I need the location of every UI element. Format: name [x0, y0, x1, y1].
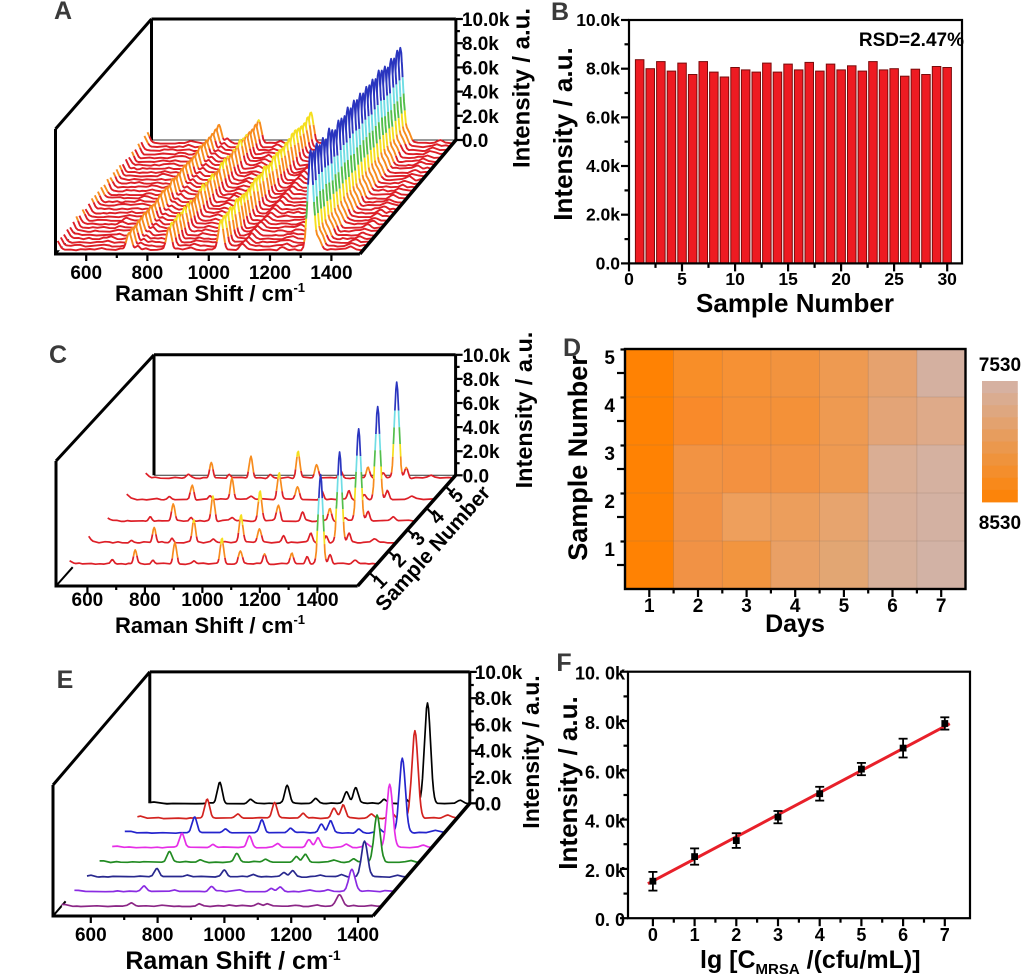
svg-text:1000: 1000 — [188, 263, 230, 284]
svg-text:0.0: 0.0 — [462, 131, 488, 152]
svg-text:1400: 1400 — [337, 925, 379, 946]
svg-text:lg [CMRSA /(cfu/mL)]: lg [CMRSA /(cfu/mL)] — [700, 946, 921, 975]
svg-text:800: 800 — [129, 590, 161, 611]
svg-text:6: 6 — [898, 925, 908, 945]
svg-text:2.0k: 2.0k — [475, 768, 512, 789]
svg-text:25: 25 — [884, 269, 904, 289]
svg-text:6. 0k: 6. 0k — [585, 762, 626, 782]
svg-text:600: 600 — [70, 263, 102, 284]
svg-text:Sample Number: Sample Number — [563, 355, 593, 561]
svg-text:Sample Number: Sample Number — [696, 288, 894, 318]
svg-text:0.0: 0.0 — [463, 466, 489, 487]
svg-text:2.0k: 2.0k — [462, 107, 499, 128]
svg-text:4. 0k: 4. 0k — [585, 812, 626, 832]
svg-text:2: 2 — [731, 925, 741, 945]
svg-text:800: 800 — [142, 925, 174, 946]
svg-text:Intensity / a.u.: Intensity / a.u. — [509, 8, 536, 168]
svg-text:10: 10 — [725, 269, 745, 289]
svg-text:1: 1 — [690, 925, 700, 945]
svg-text:C: C — [49, 341, 67, 369]
svg-text:0: 0 — [648, 925, 658, 945]
svg-text:Intensity / a.u.: Intensity / a.u. — [553, 696, 583, 869]
svg-text:2.0k: 2.0k — [586, 205, 620, 225]
svg-text:2.0k: 2.0k — [463, 442, 500, 463]
svg-text:2: 2 — [693, 596, 704, 617]
svg-text:8. 0k: 8. 0k — [585, 713, 626, 733]
svg-text:4: 4 — [790, 596, 801, 617]
svg-text:0. 0: 0. 0 — [595, 910, 625, 930]
svg-text:1200: 1200 — [239, 590, 281, 611]
svg-text:6: 6 — [887, 596, 898, 617]
svg-text:3: 3 — [773, 925, 783, 945]
svg-text:5: 5 — [604, 348, 615, 369]
svg-text:10.0k: 10.0k — [475, 663, 523, 684]
svg-text:8.0k: 8.0k — [586, 59, 620, 79]
svg-text:B: B — [551, 0, 569, 26]
svg-text:6.0k: 6.0k — [462, 58, 499, 79]
svg-text:4.0k: 4.0k — [463, 418, 500, 439]
svg-text:RSD=2.47%: RSD=2.47% — [859, 30, 964, 51]
svg-text:4: 4 — [815, 925, 825, 945]
svg-text:6.0k: 6.0k — [463, 394, 500, 415]
svg-text:Days: Days — [765, 610, 825, 638]
svg-text:0: 0 — [624, 269, 634, 289]
svg-text:3: 3 — [604, 444, 615, 465]
svg-text:8.0k: 8.0k — [475, 689, 512, 710]
svg-text:Intensity / a.u.: Intensity / a.u. — [511, 332, 537, 489]
svg-text:1200: 1200 — [270, 925, 312, 946]
svg-text:5: 5 — [856, 925, 866, 945]
svg-text:1: 1 — [644, 596, 655, 617]
svg-text:1400: 1400 — [296, 590, 338, 611]
svg-text:E: E — [57, 666, 74, 694]
svg-text:0.0: 0.0 — [596, 253, 621, 273]
svg-text:5: 5 — [839, 596, 850, 617]
svg-text:600: 600 — [75, 925, 107, 946]
svg-text:1000: 1000 — [203, 925, 245, 946]
svg-text:1400: 1400 — [310, 263, 352, 284]
svg-text:1000: 1000 — [181, 590, 223, 611]
svg-text:2: 2 — [604, 492, 615, 513]
svg-text:15: 15 — [778, 269, 798, 289]
svg-text:Intensity / a.u.: Intensity / a.u. — [548, 47, 578, 220]
svg-text:10.0k: 10.0k — [576, 10, 620, 30]
svg-text:D: D — [563, 334, 581, 362]
svg-text:8530: 8530 — [979, 513, 1021, 534]
svg-text:4.0k: 4.0k — [462, 83, 499, 104]
svg-text:7530: 7530 — [979, 355, 1021, 376]
svg-text:1200: 1200 — [249, 263, 291, 284]
svg-text:6.0k: 6.0k — [586, 107, 620, 127]
svg-text:20: 20 — [831, 269, 851, 289]
svg-text:7: 7 — [936, 596, 947, 617]
svg-text:10.0k: 10.0k — [462, 10, 510, 31]
svg-text:4.0k: 4.0k — [586, 156, 620, 176]
svg-text:F: F — [556, 649, 571, 677]
svg-text:1: 1 — [604, 540, 615, 561]
svg-text:4.0k: 4.0k — [475, 742, 512, 763]
svg-text:10.0k: 10.0k — [463, 346, 511, 367]
svg-text:Raman Shift / cm-1: Raman Shift / cm-1 — [115, 612, 305, 638]
svg-text:600: 600 — [72, 590, 104, 611]
svg-text:Intensity / a.u.: Intensity / a.u. — [518, 675, 544, 828]
svg-text:6.0k: 6.0k — [475, 716, 512, 737]
svg-text:30: 30 — [937, 269, 957, 289]
svg-text:Raman Shift / cm-1: Raman Shift / cm-1 — [125, 947, 340, 975]
svg-text:7: 7 — [940, 925, 950, 945]
svg-text:0.0: 0.0 — [475, 794, 501, 815]
svg-text:800: 800 — [132, 263, 164, 284]
svg-text:10. 0k: 10. 0k — [575, 664, 626, 684]
svg-text:2. 0k: 2. 0k — [585, 861, 626, 881]
svg-text:5: 5 — [677, 269, 687, 289]
svg-text:8.0k: 8.0k — [462, 34, 499, 55]
svg-text:8.0k: 8.0k — [463, 370, 500, 391]
svg-text:4: 4 — [604, 396, 615, 417]
svg-text:3: 3 — [741, 596, 752, 617]
svg-text:Raman Shift / cm-1: Raman Shift / cm-1 — [115, 280, 305, 306]
svg-text:A: A — [54, 0, 72, 25]
